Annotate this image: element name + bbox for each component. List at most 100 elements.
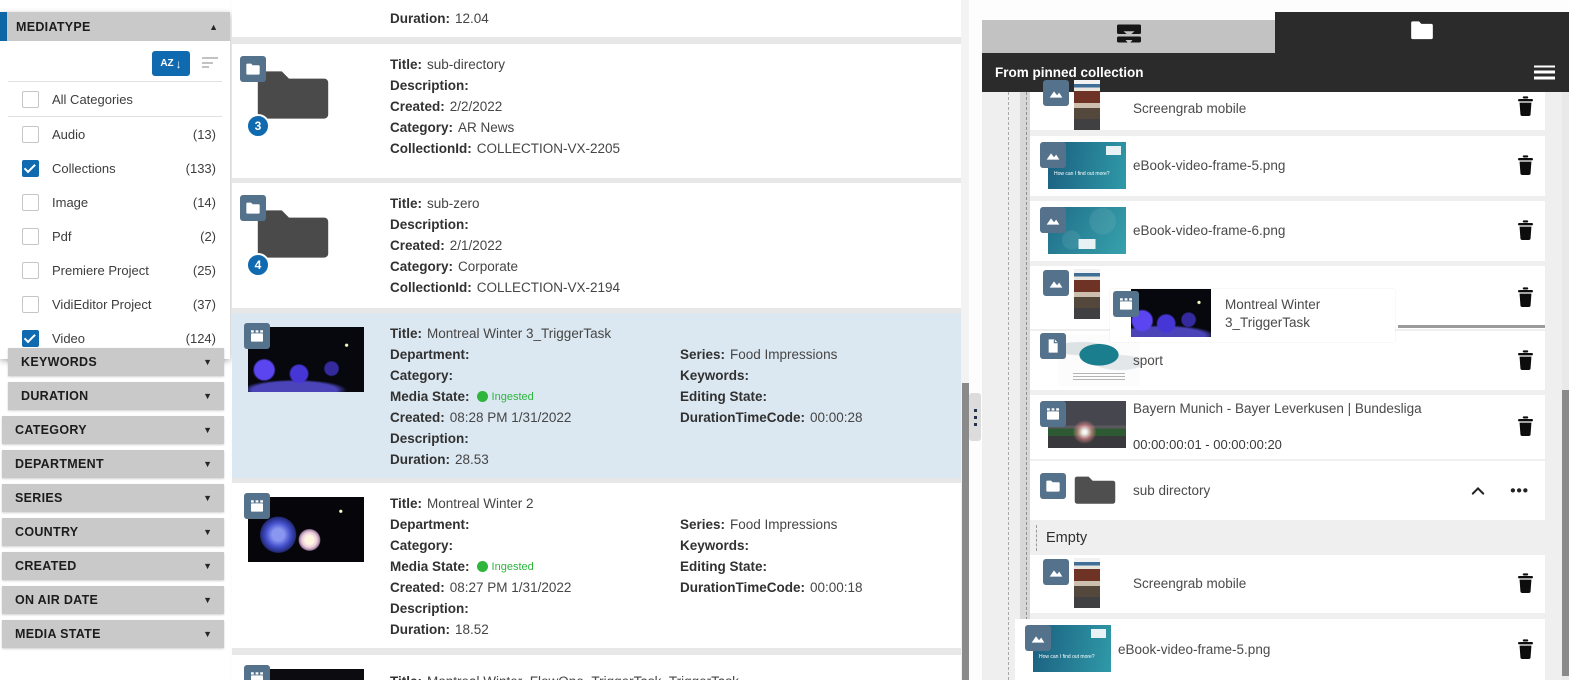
checkbox[interactable] bbox=[22, 193, 39, 211]
pinned-item-folder[interactable]: sub directory ••• bbox=[1030, 461, 1545, 520]
result-card[interactable]: Duration: 12.04 bbox=[232, 0, 962, 37]
mediatype-header[interactable]: MEDIATYPE ▲ bbox=[0, 12, 230, 41]
caret-down-icon[interactable]: ▼ bbox=[203, 527, 212, 537]
pinned-item-image[interactable]: Screengrab mobile bbox=[1030, 80, 1545, 130]
folder-badge-icon bbox=[240, 195, 266, 221]
search-results-list: Duration: 12.04 3 Title: sub-directory Descri… bbox=[232, 0, 962, 680]
checkbox[interactable] bbox=[22, 90, 39, 108]
filter-section-department[interactable]: DEPARTMENT ▼ bbox=[2, 450, 224, 478]
field-label: Editing State: bbox=[680, 389, 767, 404]
caret-down-icon[interactable]: ▼ bbox=[203, 425, 212, 435]
metadata-field: Title: Montreal Winter 3_TriggerTask bbox=[390, 323, 611, 344]
trash-icon[interactable] bbox=[1516, 220, 1535, 242]
result-card[interactable]: 4 Title: sub-zero Description: Created: 2/1/2… bbox=[232, 183, 962, 308]
trash-icon[interactable] bbox=[1516, 416, 1535, 438]
drag-ghost-item[interactable]: Montreal Winter 3_TriggerTask bbox=[1110, 289, 1395, 342]
field-label: Created: bbox=[390, 410, 445, 425]
checkbox[interactable] bbox=[22, 261, 39, 279]
mediatype-option-premiere-project[interactable]: Premiere Project (25) bbox=[0, 253, 230, 287]
pinned-item-image[interactable]: How can I find out more? eBook-video-fram… bbox=[1030, 136, 1545, 196]
caret-down-icon[interactable]: ▼ bbox=[203, 595, 212, 605]
caret-up-icon[interactable]: ▲ bbox=[209, 21, 218, 32]
trash-icon[interactable] bbox=[1516, 349, 1535, 372]
checkbox[interactable] bbox=[22, 295, 39, 313]
field-label: Department: bbox=[390, 347, 470, 362]
caret-down-icon[interactable]: ▼ bbox=[203, 357, 212, 367]
panel-splitter-handle[interactable] bbox=[969, 393, 981, 441]
mediatype-option-image[interactable]: Image (14) bbox=[0, 185, 230, 219]
mediatype-option-pdf[interactable]: Pdf (2) bbox=[0, 219, 230, 253]
menu-icon[interactable] bbox=[1534, 65, 1555, 80]
caret-down-icon[interactable]: ▼ bbox=[203, 629, 212, 639]
trash-icon[interactable] bbox=[1516, 155, 1535, 177]
filter-section-category[interactable]: CATEGORY ▼ bbox=[2, 416, 224, 444]
filter-section-keywords[interactable]: KEYWORDS ▼ bbox=[8, 348, 224, 376]
field-label: Category: bbox=[390, 368, 454, 383]
caret-down-icon[interactable]: ▼ bbox=[203, 391, 212, 401]
checkbox[interactable] bbox=[22, 125, 39, 143]
tree-guide-line bbox=[1026, 92, 1027, 680]
result-card[interactable]: Title: Montreal Winter 3_TriggerTask Depar… bbox=[232, 313, 962, 478]
trash-icon[interactable] bbox=[1516, 286, 1535, 309]
sort-count-icon[interactable] bbox=[202, 57, 220, 70]
filter-section-on-air-date[interactable]: ON AIR DATE ▼ bbox=[2, 586, 224, 614]
checkbox[interactable] bbox=[22, 159, 39, 177]
video-thumbnail bbox=[244, 493, 370, 563]
chevron-up-icon[interactable] bbox=[1469, 482, 1487, 500]
results-scrollbar-thumb[interactable] bbox=[961, 383, 969, 680]
video-thumbnail bbox=[244, 665, 370, 680]
tree-guide-band bbox=[1020, 92, 1030, 680]
mediatype-option-video[interactable]: Video (124) bbox=[0, 321, 230, 355]
folder-icon bbox=[253, 203, 333, 261]
trash-icon[interactable] bbox=[1516, 638, 1535, 661]
pinned-item-image[interactable]: eBook-video-frame-6.png bbox=[1030, 201, 1545, 261]
metadata-field: Description: bbox=[390, 214, 620, 235]
pinned-item-video[interactable]: Bayern Munich - Bayer Leverkusen | Bunde… bbox=[1030, 395, 1545, 459]
sort-az-button[interactable]: AZ ↓ bbox=[152, 51, 190, 76]
trash-icon[interactable] bbox=[1516, 96, 1535, 118]
panel-scrollbar[interactable] bbox=[1562, 92, 1569, 680]
caret-down-icon[interactable]: ▼ bbox=[203, 493, 212, 503]
mediatype-option-audio[interactable]: Audio (13) bbox=[0, 117, 230, 151]
ingested-dot-icon bbox=[476, 391, 488, 402]
result-card[interactable]: Title: Montreal Winter 2 Department: Catego… bbox=[232, 483, 962, 648]
pinned-item-image[interactable]: How can I find out more? eBook-video-fram… bbox=[1015, 619, 1545, 680]
filter-section-duration[interactable]: DURATION ▼ bbox=[8, 382, 224, 410]
metadata-left-column: Title: Montreal Winter 3_TriggerTask Depar… bbox=[390, 323, 611, 470]
field-label: Editing State: bbox=[680, 559, 767, 574]
tab-pinned-bin[interactable] bbox=[982, 20, 1275, 53]
field-value: sub-zero bbox=[427, 196, 480, 211]
checkbox[interactable] bbox=[22, 227, 39, 245]
option-count: (13) bbox=[192, 126, 216, 142]
caret-down-icon[interactable]: ▼ bbox=[203, 561, 212, 571]
mediatype-option-vidieditor-project[interactable]: VidiEditor Project (37) bbox=[0, 287, 230, 321]
more-icon[interactable]: ••• bbox=[1510, 482, 1529, 499]
pinned-item-image[interactable]: Screengrab mobile bbox=[1030, 555, 1545, 613]
field-value: 28.53 bbox=[455, 452, 489, 467]
filter-section-media-state[interactable]: MEDIA STATE ▼ bbox=[2, 620, 224, 648]
field-label: Series: bbox=[680, 517, 726, 532]
filter-section-country[interactable]: COUNTRY ▼ bbox=[2, 518, 224, 546]
checkbox[interactable] bbox=[22, 329, 39, 347]
image-icon bbox=[1040, 142, 1066, 168]
result-card[interactable]: 3 Title: sub-directory Description: Created:… bbox=[232, 44, 962, 178]
image-icon bbox=[1043, 270, 1069, 296]
tab-pinned-collection[interactable] bbox=[1275, 12, 1569, 53]
field-label: Category: bbox=[390, 259, 454, 274]
result-card[interactable]: Title: Montreal Winter_FlowOne_TriggerTas… bbox=[232, 655, 962, 680]
mediatype-option-all-categories[interactable]: All Categories bbox=[0, 82, 230, 116]
panel-scrollbar-thumb[interactable] bbox=[1562, 390, 1569, 676]
filter-section-created[interactable]: CREATED ▼ bbox=[2, 552, 224, 580]
filter-section-series[interactable]: SERIES ▼ bbox=[2, 484, 224, 512]
caret-down-icon[interactable]: ▼ bbox=[203, 459, 212, 469]
mediatype-option-collections[interactable]: Collections (133) bbox=[0, 151, 230, 185]
divider bbox=[8, 116, 222, 117]
filter-section-label: COUNTRY bbox=[15, 525, 79, 539]
metadata-field: Created: 2/1/2022 bbox=[390, 235, 620, 256]
results-scrollbar[interactable] bbox=[961, 0, 969, 680]
thumbnail-logo bbox=[1078, 239, 1096, 249]
option-label: All Categories bbox=[52, 91, 133, 107]
metadata-field: Title: sub-directory bbox=[390, 54, 620, 75]
folder-badge-icon bbox=[240, 56, 266, 82]
trash-icon[interactable] bbox=[1516, 573, 1535, 595]
